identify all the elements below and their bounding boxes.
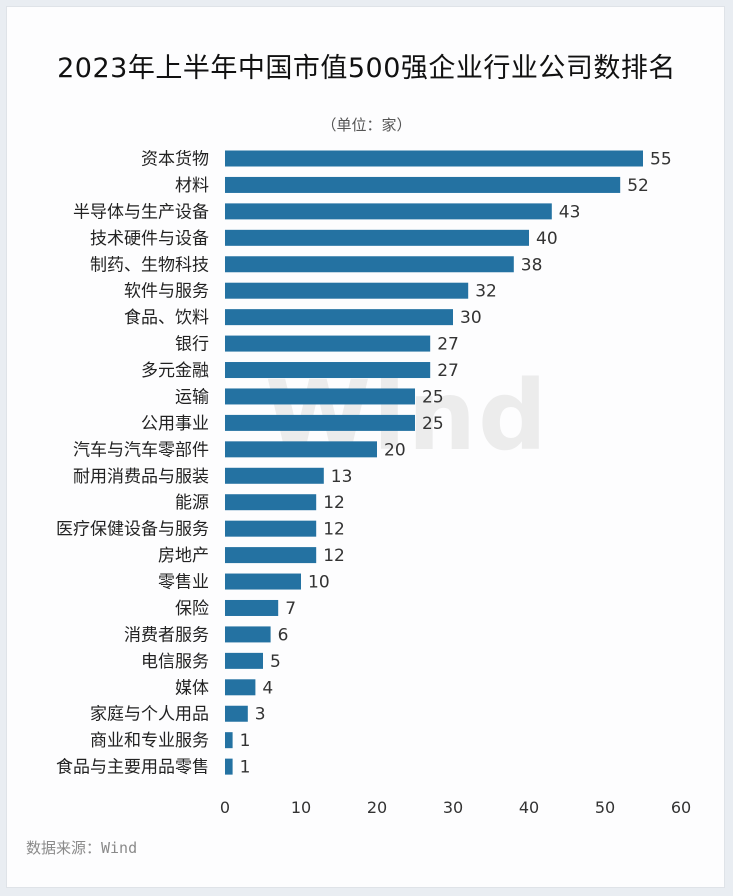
category-label: 医疗保健设备与服务 [56,520,209,540]
x-tick-label: 20 [367,798,387,817]
category-label: 媒体 [175,678,209,698]
value-label: 43 [559,202,581,222]
category-label: 食品、饮料 [124,308,209,328]
x-tick-label: 0 [220,798,230,817]
value-label: 12 [323,493,345,513]
x-tick-label: 10 [291,798,311,817]
bar [225,282,469,299]
value-label: 38 [521,255,543,275]
category-label: 制药、生物科技 [90,255,209,275]
category-label: 运输 [175,387,209,407]
bar [225,388,415,405]
bar [225,520,317,537]
value-label: 1 [240,758,251,778]
data-source: 数据来源：Wind [26,839,138,857]
value-label: 25 [422,387,444,407]
x-tick-label: 30 [443,798,463,817]
x-tick-label: 60 [671,798,691,817]
bar [225,467,324,484]
category-label: 食品与主要用品零售 [56,758,209,778]
category-label: 保险 [175,599,209,619]
x-tick-label: 40 [519,798,539,817]
bar [225,547,317,564]
value-label: 20 [384,440,406,460]
bar [225,362,431,379]
value-label: 13 [331,467,353,487]
category-label: 汽车与汽车零部件 [73,440,209,460]
value-label: 55 [650,150,672,170]
chart-title: 2023年上半年中国市值500强企业行业公司数排名 [57,53,676,84]
x-tick-label: 50 [595,798,615,817]
bar [225,335,431,352]
category-label: 软件与服务 [124,282,209,302]
category-label: 技术硬件与设备 [90,229,209,249]
category-label: 半导体与生产设备 [73,202,209,222]
value-label: 12 [323,520,345,540]
value-label: 30 [460,308,482,328]
bar [225,679,256,696]
bar [225,494,317,511]
bar [225,599,279,616]
bar [225,150,643,167]
value-label: 6 [278,625,289,645]
bar [225,573,301,590]
bar [225,652,263,669]
value-label: 12 [323,546,345,566]
value-label: 25 [422,414,444,434]
category-label: 多元金融 [141,361,209,381]
value-label: 27 [437,335,459,355]
category-label: 商业和专业服务 [90,731,209,751]
value-label: 4 [262,678,273,698]
value-label: 5 [270,652,281,672]
value-label: 40 [536,229,558,249]
bar [225,732,233,749]
category-label: 耐用消费品与服装 [73,467,209,487]
unit-label: （单位：家） [321,116,412,134]
value-label: 27 [437,361,459,381]
bar [225,256,514,273]
category-label: 零售业 [158,573,209,593]
value-label: 32 [475,282,497,302]
bar [225,705,248,722]
bar [225,414,415,431]
value-label: 10 [308,573,330,593]
bar [225,229,529,246]
bar [225,758,233,775]
category-label: 银行 [175,335,209,355]
bar [225,626,271,643]
category-label: 能源 [175,493,209,513]
category-label: 家庭与个人用品 [90,705,209,725]
value-label: 7 [285,599,296,619]
bar [225,309,453,326]
category-label: 公用事业 [141,414,209,434]
bar [225,203,552,220]
category-label: 资本货物 [141,150,209,170]
value-label: 3 [255,705,266,725]
bar [225,176,621,193]
category-label: 消费者服务 [124,625,209,645]
value-label: 1 [240,731,251,751]
category-label: 房地产 [158,546,209,566]
bar [225,441,377,458]
category-label: 电信服务 [141,652,209,672]
value-label: 52 [627,176,649,196]
category-label: 材料 [175,176,209,196]
